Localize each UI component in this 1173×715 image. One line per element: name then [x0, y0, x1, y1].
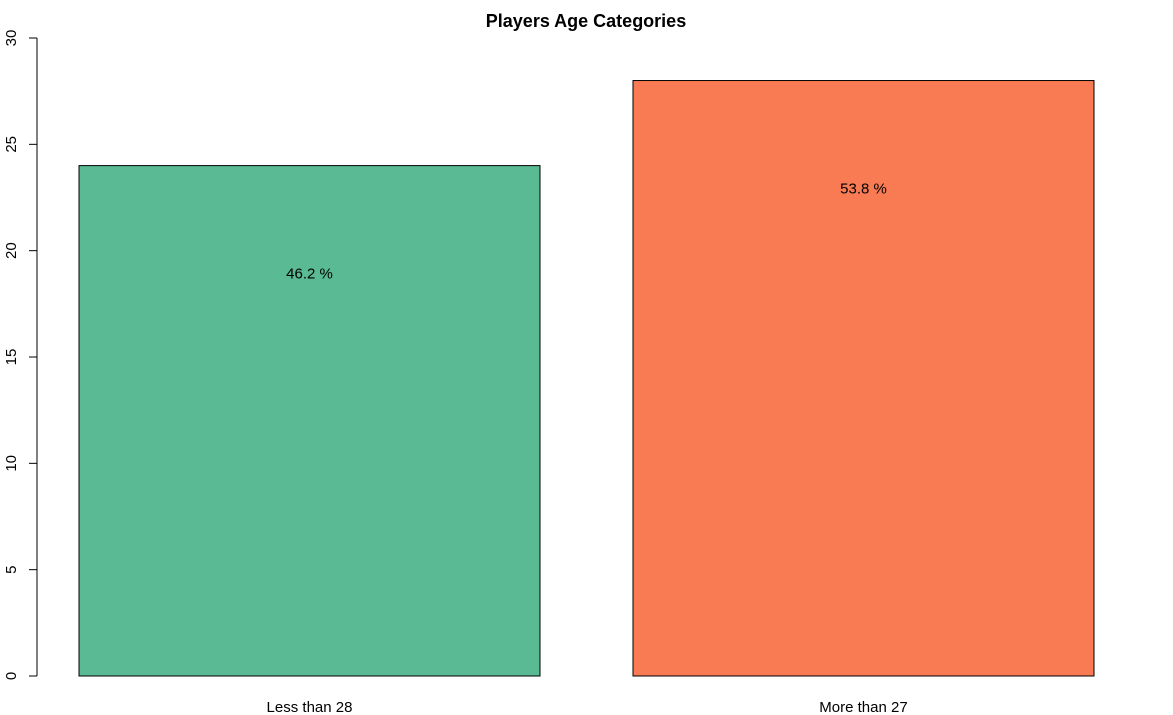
- y-tick-label: 30: [3, 30, 20, 47]
- category-label: More than 27: [819, 699, 907, 715]
- bar: [632, 80, 1095, 677]
- data-label: 46.2 %: [286, 266, 333, 283]
- y-tick-label: 0: [3, 672, 20, 680]
- bars: 46.2 % 53.8 %: [78, 80, 1095, 677]
- x-axis-labels: Less than 28 More than 27: [267, 699, 908, 715]
- y-tick-label: 25: [3, 136, 20, 153]
- data-label: 53.8 %: [840, 181, 887, 198]
- category-label: Less than 28: [267, 699, 353, 715]
- y-tick-label: 20: [3, 242, 20, 259]
- y-tick-label: 10: [3, 455, 20, 472]
- y-tick-label: 15: [3, 349, 20, 366]
- bar: [78, 165, 541, 677]
- y-axis: 0 5 10 15 20 25 30: [3, 30, 38, 680]
- chart-title: Players Age Categories: [486, 11, 686, 31]
- y-tick-label: 5: [3, 565, 20, 573]
